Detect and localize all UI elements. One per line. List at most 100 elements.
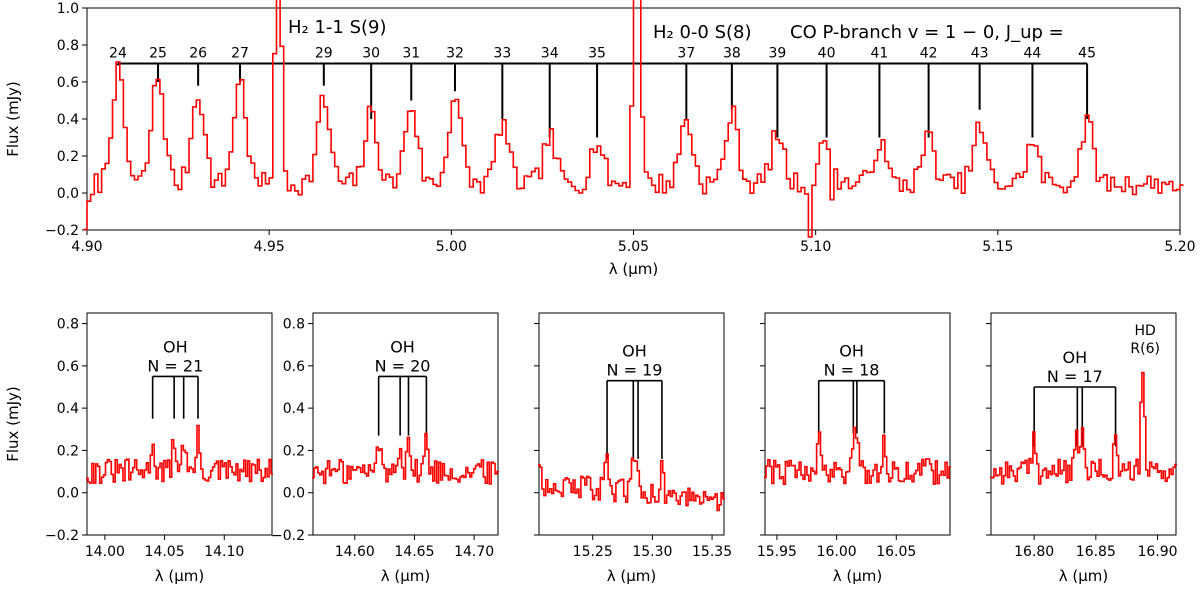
co-y-tick-label: 0.4 <box>57 112 79 128</box>
oh21-x-tick-label: 14.10 <box>204 544 244 560</box>
oh17-x-tick-label: 16.85 <box>1076 544 1116 560</box>
oh17-x-axis-label: λ (μm) <box>1059 567 1109 585</box>
co-panel: 4.90 4.95 5.00 5.05 5.10 5.15 5.20 −0.2 0.0 0.2 0… <box>4 0 1196 278</box>
oh18-axes-frame <box>764 312 951 536</box>
co-line-label-J24: 24 <box>109 46 127 62</box>
co-line-label-J34: 34 <box>541 46 559 62</box>
oh20-spectrum-series <box>312 432 499 485</box>
oh21-y-tick-label: −0.2 <box>45 528 79 544</box>
oh18-x-tick-label: 16.05 <box>876 544 916 560</box>
h2-s9-label: H₂ 1-1 S(9) <box>288 17 387 38</box>
oh19-x-axis-label: λ (μm) <box>607 567 657 585</box>
oh21-y-tick-label: 0.4 <box>57 401 79 417</box>
co-line-label-J27: 27 <box>231 46 249 62</box>
co-x-tick-label: 5.20 <box>1164 239 1195 255</box>
oh21-panel: 14.00 14.05 14.10 −0.2 0.0 0.2 0.4 0.6 0.8 OH N… <box>4 312 273 585</box>
oh17-n-label: N = 17 <box>1047 367 1103 386</box>
oh19-n-label: N = 19 <box>607 361 663 380</box>
oh17-y-ticks <box>986 323 991 536</box>
oh20-x-tick-label: 14.65 <box>394 544 434 560</box>
oh20-n-label: N = 20 <box>375 356 431 375</box>
oh20-y-tick-label: −0.2 <box>271 528 305 544</box>
oh19-species-label: OH <box>622 342 647 361</box>
co-line-label-J30: 30 <box>362 46 380 62</box>
co-line-label-J42: 42 <box>920 46 938 62</box>
oh20-x-tick-label: 14.60 <box>335 544 375 560</box>
oh20-line-comb <box>377 375 428 436</box>
oh21-y-tick-label: 0.2 <box>57 443 79 459</box>
co-line-label-J40: 40 <box>818 46 836 62</box>
oh17-line-comb <box>1033 386 1117 447</box>
oh18-n-label: N = 18 <box>824 361 880 380</box>
oh21-y-tick-label: 0.6 <box>57 359 79 375</box>
oh21-x-axis-label: λ (μm) <box>155 567 205 585</box>
co-branch-label: CO P-branch v = 1 − 0, J_up = <box>790 22 1064 43</box>
oh21-x-tick-label: 14.00 <box>85 544 125 560</box>
oh21-y-axis-label: Flux (mJy) <box>4 386 22 462</box>
oh21-y-ticks: −0.2 0.0 0.2 0.4 0.6 0.8 <box>45 317 87 544</box>
oh20-y-tick-label: 0.8 <box>283 317 305 333</box>
oh17-x-tick-label: 16.80 <box>1014 544 1054 560</box>
co-y-tick-label: 1.0 <box>57 1 79 17</box>
co-x-tick-label: 5.05 <box>618 239 649 255</box>
co-line-label-J41: 41 <box>871 46 889 62</box>
co-y-ticks: −0.2 0.0 0.2 0.4 0.6 0.8 1.0 <box>45 1 87 239</box>
co-y-tick-label: 0.0 <box>57 186 79 202</box>
oh18-panel: 15.95 16.00 16.05 OH N = 18 λ (μm) <box>757 312 951 585</box>
oh17-x-ticks: 16.80 16.85 16.90 <box>1014 535 1178 560</box>
co-x-tick-label: 4.90 <box>71 239 102 255</box>
oh20-x-ticks: 14.60 14.65 14.70 <box>335 535 494 560</box>
co-line-label-J32: 32 <box>446 46 464 62</box>
oh21-line-comb <box>151 375 199 419</box>
co-line-label-J44: 44 <box>1024 46 1042 62</box>
oh17-panel: 16.80 16.85 16.90 OH N = 17 λ (μm) HD R(6) <box>986 312 1178 585</box>
co-y-tick-label: 0.2 <box>57 149 79 165</box>
oh19-x-tick-label: 15.35 <box>692 544 732 560</box>
oh19-panel: 15.25 15.30 15.35 OH N = 19 λ (μm) <box>534 312 732 585</box>
oh18-line-comb <box>817 379 886 434</box>
co-y-tick-label: 0.6 <box>57 75 79 91</box>
oh20-axes-frame <box>312 312 499 536</box>
oh19-x-tick-label: 15.30 <box>632 544 672 560</box>
oh20-x-axis-label: λ (μm) <box>381 567 431 585</box>
oh17-species-label: OH <box>1063 348 1088 367</box>
oh21-y-tick-label: 0.8 <box>57 317 79 333</box>
oh20-y-tick-label: 0.2 <box>283 443 305 459</box>
oh21-x-ticks: 14.00 14.05 14.10 <box>85 535 244 560</box>
co-line-label-J43: 43 <box>971 46 989 62</box>
oh20-y-tick-label: 0.4 <box>283 401 305 417</box>
oh19-y-ticks <box>534 323 539 536</box>
co-x-tick-label: 5.15 <box>982 239 1013 255</box>
oh20-x-tick-label: 14.70 <box>454 544 494 560</box>
oh21-y-tick-label: 0.0 <box>57 486 79 502</box>
oh19-spectrum-series <box>538 453 725 512</box>
oh17-spectrum-series <box>990 371 1177 485</box>
co-x-tick-label: 5.00 <box>436 239 467 255</box>
oh17-x-tick-label: 16.90 <box>1137 544 1177 560</box>
co-x-tick-label: 4.95 <box>254 239 285 255</box>
co-y-tick-label: 0.8 <box>57 38 79 54</box>
co-x-tick-label: 5.10 <box>800 239 831 255</box>
co-line-label-J29: 29 <box>315 46 333 62</box>
oh18-species-label: OH <box>839 342 864 361</box>
co-line-label-J35: 35 <box>588 46 606 62</box>
co-spectrum-series <box>83 0 1184 238</box>
oh20-y-ticks: −0.2 0.0 0.2 0.4 0.6 0.8 <box>271 317 313 544</box>
hd-r6-label: R(6) <box>1130 341 1160 357</box>
co-line-label-J31: 31 <box>402 46 420 62</box>
oh20-y-tick-label: 0.0 <box>283 486 305 502</box>
oh21-spectrum-series <box>86 424 273 485</box>
co-line-label-J45: 45 <box>1078 46 1096 62</box>
oh19-x-ticks: 15.25 15.30 15.35 <box>573 535 732 560</box>
oh18-y-ticks <box>760 323 765 536</box>
co-line-label-J25: 25 <box>149 46 167 62</box>
oh18-x-tick-label: 16.00 <box>817 544 857 560</box>
oh20-y-tick-label: 0.6 <box>283 359 305 375</box>
oh20-panel: 14.60 14.65 14.70 −0.2 0.0 0.2 0.4 0.6 0.8 OH N… <box>271 312 499 585</box>
co-x-axis-label: λ (μm) <box>609 260 659 278</box>
h2-s8-label: H₂ 0-0 S(8) <box>653 22 752 43</box>
co-line-label-J33: 33 <box>493 46 511 62</box>
co-line-label-J38: 38 <box>723 46 741 62</box>
co-y-axis-label: Flux (mJy) <box>4 81 22 157</box>
co-line-label-J37: 37 <box>677 46 695 62</box>
